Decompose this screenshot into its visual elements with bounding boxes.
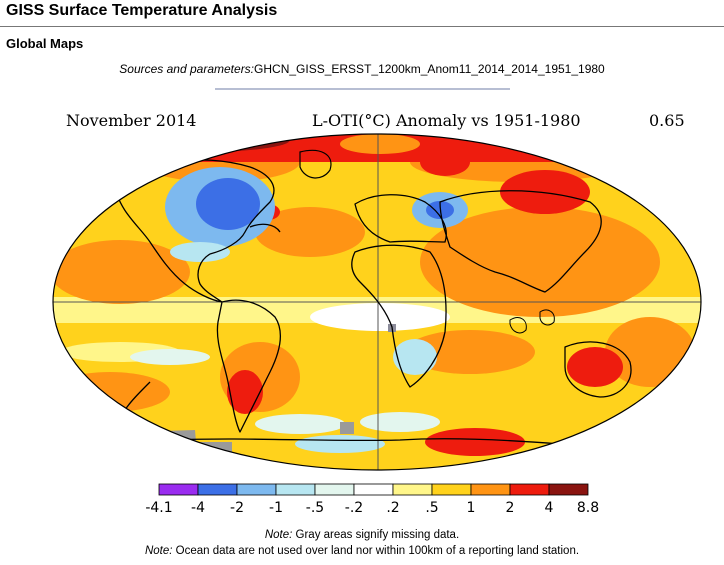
legend-tick-label: 1 [467,500,476,516]
legend-swatch [314,483,355,496]
sources-value: GHCN_GISS_ERSST_1200km_Anom11_2014_2014_… [254,62,605,76]
title-divider [0,26,724,27]
legend-swatch [275,483,316,496]
anomaly-map-figure: November 2014 L-OTI(°C) Anomaly vs 1951-… [52,111,702,516]
map-date: November 2014 [66,111,196,130]
color-legend: -4.1 -4 -2 -1 -.5 -.2 .2 .5 1 2 4 8.8 [145,483,599,516]
legend-swatch [470,483,511,496]
note-missing-data: Note: Gray areas signify missing data. [0,529,724,541]
legend-tick-label: .2 [386,500,399,516]
legend-tick-label: -4 [191,500,205,516]
note-label: Note: [144,545,173,557]
legend-tick-label: -2 [230,500,244,516]
legend-swatch [197,483,238,496]
global-mean-value: 0.65 [649,111,685,130]
sources-line: Sources and parameters:GHCN_GISS_ERSST_1… [0,62,724,76]
legend-tick-label: 8.8 [577,500,599,516]
legend-tick-label: -1 [269,500,283,516]
legend-swatch [548,483,589,496]
legend-swatch [158,483,199,496]
note-ocean-data: Note: Ocean data are not used over land … [0,545,724,557]
section-heading: Global Maps [6,36,84,51]
sources-label: Sources and parameters: [119,62,255,76]
legend-tick-label: -.5 [306,500,324,516]
legend-swatch [236,483,277,496]
legend-swatch [392,483,433,496]
page-title: GISS Surface Temperature Analysis [6,2,278,19]
legend-swatch [353,483,394,496]
legend-tick-label: 2 [506,500,515,516]
globe-outline [52,133,702,471]
anomaly-map [53,134,701,470]
note-label: Note: [264,529,293,541]
legend-tick-label: 4 [545,500,554,516]
note-text: Gray areas signify missing data. [292,529,460,541]
note-text: Ocean data are not used over land nor wi… [172,545,580,557]
legend-tick-label: .5 [425,500,438,516]
legend-swatch [431,483,472,496]
legend-tick-label: -.2 [345,500,363,516]
legend-tick-label: -4.1 [145,500,172,516]
legend-swatch [509,483,550,496]
map-description: L-OTI(°C) Anomaly vs 1951-1980 [312,111,581,130]
separator-line [215,88,510,90]
